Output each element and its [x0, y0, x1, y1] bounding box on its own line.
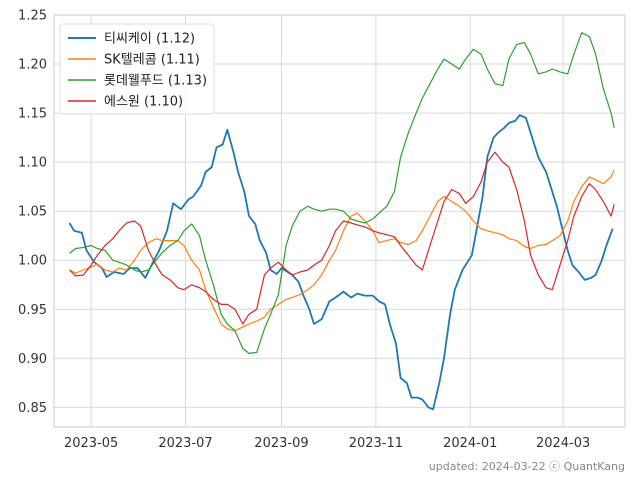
series-line-4 — [69, 151, 615, 325]
x-tick-label: 2023-11 — [349, 436, 403, 451]
legend-items: 티씨케이 (1.12) SK텔레콤 (1.11) 롯데웰푸드 (1.13) 에스원 (… — [68, 32, 207, 110]
legend-label: 티씨케이 (1.12) — [104, 32, 195, 47]
series-line-2 — [69, 169, 615, 332]
x-tick-label: 2024-01 — [443, 436, 497, 451]
legend: 티씨케이 (1.12) SK텔레콤 (1.11) 롯데웰푸드 (1.13) 에스원 (… — [59, 23, 215, 115]
y-tick-label: 0.85 — [18, 401, 47, 416]
x-tick-label: 2023-05 — [64, 436, 118, 451]
y-tick-labels: 0.85 0.90 0.95 1.00 1.05 1.10 1.15 1.20 1.25 — [18, 9, 47, 416]
series-lines — [68, 32, 615, 411]
x-tick-labels: 2023-05 2023-07 2023-09 2023-11 2024-01 2024-… — [64, 436, 590, 451]
series-line-3 — [69, 32, 615, 354]
y-tick-label: 0.90 — [18, 352, 47, 367]
x-tick-label: 2024-03 — [536, 436, 590, 451]
legend-label: SK텔레콤 (1.11) — [104, 53, 200, 68]
y-tick-label: 1.15 — [18, 107, 47, 122]
y-tick-label: 1.10 — [18, 156, 47, 171]
y-tick-label: 1.05 — [18, 205, 47, 220]
x-tick-label: 2023-09 — [254, 436, 308, 451]
legend-box — [59, 23, 215, 115]
plot-frame — [53, 14, 626, 428]
footer-note: updated: 2024-03-22 ⓒ QuantKang — [429, 460, 625, 473]
legend-label: 롯데웰푸드 (1.13) — [104, 74, 207, 89]
y-tick-label: 1.00 — [18, 254, 47, 269]
x-tick-label: 2023-07 — [158, 436, 212, 451]
y-tick-label: 1.25 — [18, 9, 47, 24]
y-tick-label: 1.20 — [18, 58, 47, 73]
legend-label: 에스원 (1.10) — [104, 95, 183, 110]
series-line-1 — [68, 114, 614, 411]
y-tick-label: 0.95 — [18, 303, 47, 318]
